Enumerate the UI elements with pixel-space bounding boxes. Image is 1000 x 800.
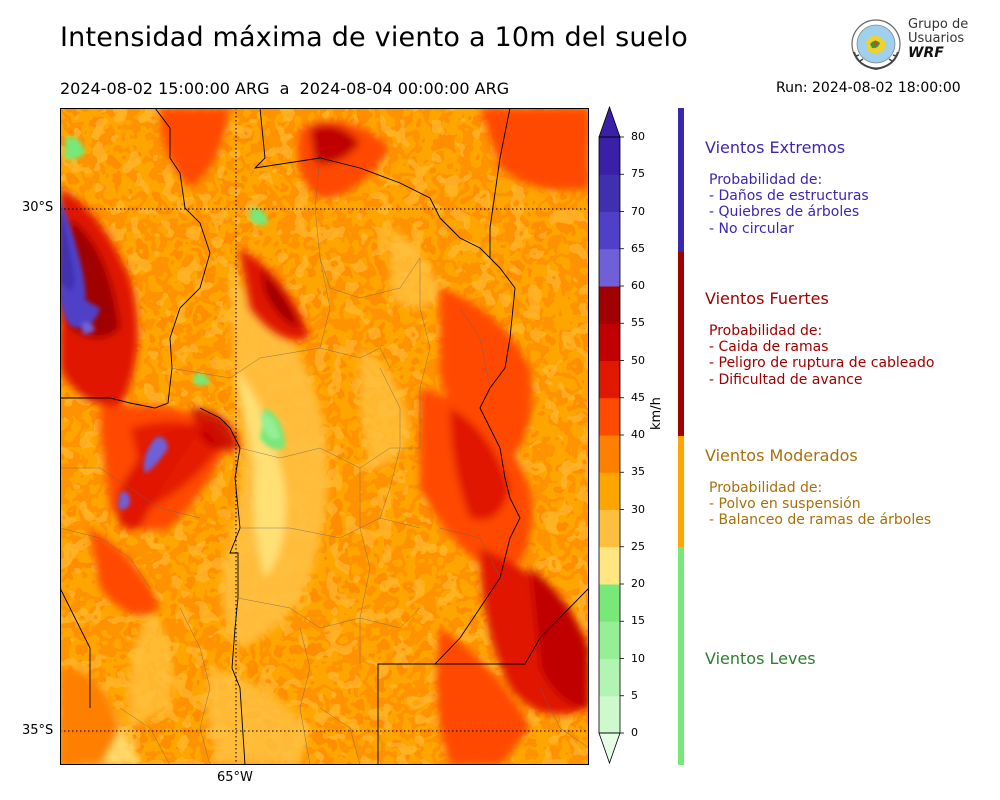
colorbar-segment bbox=[599, 248, 620, 287]
category-bar-light bbox=[678, 547, 684, 765]
category-bar-moderate bbox=[678, 436, 684, 547]
extreme-wind-areas bbox=[60, 198, 168, 510]
province-borders bbox=[60, 108, 589, 765]
category-item: - Dificultad de avance bbox=[709, 371, 863, 388]
forecast-period: 2024-08-02 15:00:00 ARG a 2024-08-04 00:… bbox=[60, 79, 510, 98]
category-bar-extreme bbox=[678, 108, 684, 252]
category-desc-strong: Probabilidad de: - Caida de ramas - Peli… bbox=[709, 323, 934, 388]
colorbar-tick-label: 35 bbox=[631, 465, 645, 479]
colorbar-tick-label: 55 bbox=[631, 316, 645, 330]
category-title-light: Vientos Leves bbox=[705, 649, 816, 668]
lat-label-30s: 30°S bbox=[22, 200, 54, 215]
colorbar-segment bbox=[599, 435, 620, 473]
category-item: - Polvo en suspensión bbox=[709, 496, 861, 513]
colorbar-min-arrow bbox=[598, 732, 621, 765]
colorbar-tick-label: 0 bbox=[631, 726, 638, 739]
department-borders bbox=[60, 157, 589, 765]
graticule-lines bbox=[60, 108, 589, 765]
category-item: - Peligro de ruptura de cableado bbox=[709, 355, 935, 372]
colorbar-tick-label: 65 bbox=[631, 241, 645, 255]
model-run-time: Run: 2024-08-02 18:00:00 bbox=[776, 80, 961, 96]
colorbar-segment bbox=[599, 472, 620, 510]
category-intro: Probabilidad de: bbox=[709, 172, 823, 188]
colorbar-max-arrow bbox=[598, 106, 621, 138]
colorbar-segment bbox=[599, 695, 620, 734]
category-title-extreme: Vientos Extremos bbox=[705, 138, 846, 157]
category-item: - No circular bbox=[709, 220, 794, 237]
colorbar-tick-label: 40 bbox=[631, 428, 645, 441]
colorbar-tick-label: 25 bbox=[631, 539, 645, 553]
wind-speed-colorbar bbox=[598, 106, 624, 765]
globe-logo-icon bbox=[851, 19, 901, 71]
category-item: - Daños de estructuras bbox=[709, 188, 869, 205]
wind-intensity-map bbox=[60, 108, 589, 765]
colorbar-segment bbox=[599, 137, 620, 175]
logo-line-3: WRF bbox=[908, 45, 944, 61]
colorbar-segment bbox=[599, 397, 620, 436]
category-intro: Probabilidad de: bbox=[709, 323, 823, 339]
category-intro: Probabilidad de: bbox=[709, 480, 823, 496]
map-title: Intensidad máxima de viento a 10m del su… bbox=[60, 22, 688, 53]
colorbar-tick-label: 10 bbox=[631, 651, 645, 665]
logo-line-2: Usuarios bbox=[908, 31, 965, 46]
light-wind-areas bbox=[65, 137, 285, 450]
category-desc-extreme: Probabilidad de: - Daños de estructuras … bbox=[709, 172, 869, 237]
colorbar-segment bbox=[599, 509, 620, 548]
lon-label-65w: 65°W bbox=[217, 770, 253, 785]
colorbar-segment bbox=[599, 360, 620, 399]
colorbar-tick-label: 30 bbox=[631, 502, 645, 516]
category-title-strong: Vientos Fuertes bbox=[705, 289, 829, 308]
map-frame bbox=[60, 108, 589, 765]
category-desc-moderate: Probabilidad de: - Polvo en suspensión -… bbox=[709, 480, 931, 529]
logo-text: Grupo de Usuarios WRF bbox=[908, 17, 988, 61]
colorbar-segment bbox=[599, 658, 620, 697]
colorbar-segment bbox=[599, 546, 620, 585]
grupo-usuarios-wrf-logo: Grupo de Usuarios WRF bbox=[848, 16, 978, 74]
colorbar-unit-label: km/h bbox=[649, 397, 664, 430]
category-title-moderate: Vientos Moderados bbox=[705, 446, 858, 465]
colorbar-tick-label: 45 bbox=[631, 390, 645, 404]
colorbar-tick-label: 50 bbox=[631, 353, 645, 367]
colorbar-tick-label: 80 bbox=[631, 130, 645, 143]
category-item: - Balanceo de ramas de árboles bbox=[709, 512, 932, 529]
colorbar-segment bbox=[599, 174, 620, 212]
colorbar-tick-label: 5 bbox=[631, 688, 638, 702]
colorbar-tick-label: 20 bbox=[631, 577, 645, 590]
category-item: - Caida de ramas bbox=[709, 339, 829, 356]
logo-line-1: Grupo de bbox=[908, 17, 969, 32]
colorbar-tick-label: 70 bbox=[631, 204, 645, 218]
colorbar-segment bbox=[599, 621, 620, 659]
category-item: - Quiebres de árboles bbox=[709, 204, 860, 221]
colorbar-segment bbox=[599, 211, 620, 250]
category-bar-strong bbox=[678, 252, 684, 436]
colorbar-segment bbox=[599, 286, 620, 324]
colorbar-segment bbox=[599, 323, 620, 361]
colorbar-tick-label: 60 bbox=[631, 279, 645, 292]
colorbar-tick-label: 15 bbox=[631, 614, 645, 628]
colorbar-segment bbox=[599, 584, 620, 622]
lat-label-35s: 35°S bbox=[22, 723, 54, 738]
colorbar-segments bbox=[598, 106, 624, 765]
colorbar-tick-label: 75 bbox=[631, 167, 645, 181]
